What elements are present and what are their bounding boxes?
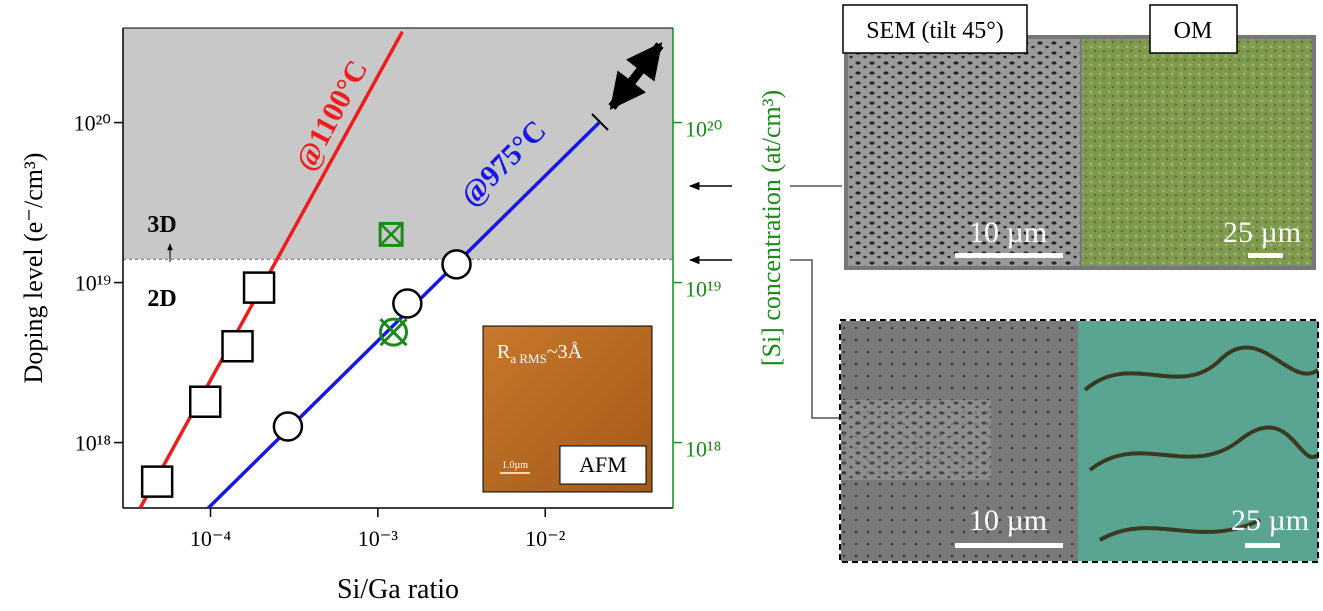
cross <box>379 222 404 247</box>
square-marker <box>221 329 254 363</box>
annotation: 3D <box>147 212 176 238</box>
x-tick-label: 10⁻² <box>525 526 566 551</box>
scale-bar <box>1245 543 1280 548</box>
label-box <box>842 4 1028 54</box>
afm-inset: Ra RMS~3Å 1.0µm AFM <box>482 325 653 493</box>
x-axis-label: Si/Ga ratio <box>337 574 459 605</box>
scale-bar <box>955 253 1063 258</box>
afm-sub: a RMS <box>510 351 546 366</box>
y2-tick-label: 10¹⁹ <box>685 277 722 302</box>
plot: 10⁻⁴ 10⁻³ 10⁻² 10¹⁸ 10¹⁹ 10²⁰ 10¹⁸ 10¹⁹ 10²⁰ Si/G… <box>19 27 786 605</box>
afm-label: AFM <box>579 452 627 477</box>
end-tick <box>591 113 609 131</box>
y2-tick-label: 10¹⁸ <box>685 437 721 462</box>
scale-bar <box>955 543 1063 548</box>
circle-marker <box>272 411 304 442</box>
annotation: 2D <box>147 286 176 312</box>
label-box <box>1149 4 1238 54</box>
scale-bar <box>1248 253 1283 258</box>
bottom-panel: 10 µm 25 µm <box>839 319 1320 563</box>
afm-r: R <box>497 341 511 363</box>
y-tick-label: 10¹⁸ <box>75 431 111 456</box>
afm-rest: ~3Å <box>547 341 583 363</box>
cross <box>379 318 408 347</box>
crossed-circle-marker <box>379 317 409 347</box>
sem-label: SEM (tilt 45°) <box>866 18 1004 44</box>
crossed-square-marker <box>378 221 404 247</box>
square-marker <box>242 271 276 304</box>
double-arrow <box>608 42 664 110</box>
om-cracks <box>1083 345 1320 542</box>
sem-image <box>848 39 1080 266</box>
circle-marker <box>441 249 472 280</box>
afm-roughness: Ra RMS~3Å <box>497 341 583 366</box>
x-tick-label: 10⁻³ <box>358 526 399 551</box>
fit-line <box>138 30 404 508</box>
square-marker <box>140 465 174 498</box>
shade <box>123 28 673 260</box>
scale-label: 10 µm <box>969 504 1047 537</box>
scale-label: 25 µm <box>1231 504 1309 537</box>
afm-box <box>559 445 647 485</box>
sem-texture <box>841 400 991 480</box>
square-marker <box>188 385 222 418</box>
y-tick-label: 10¹⁹ <box>75 271 112 296</box>
y-tick-label: 10²⁰ <box>74 111 112 136</box>
y2-axis-label: [Si] concentration (at/cm³) <box>757 90 786 366</box>
series-group <box>138 30 601 508</box>
x-tick-label: 10⁻⁴ <box>190 526 232 551</box>
top-panel: SEM (tilt 45°) OM 10 µm 25 µm <box>842 4 1316 270</box>
connector <box>790 259 840 419</box>
y2-tick-label: 10²⁰ <box>685 117 723 142</box>
om-image <box>1082 39 1312 266</box>
om-label: OM <box>1174 18 1213 44</box>
scale-label: 25 µm <box>1223 216 1301 249</box>
circle-marker <box>392 288 423 319</box>
scale-label: 10 µm <box>969 216 1047 249</box>
y-axis-label: Doping level (e⁻/cm³) <box>19 153 48 384</box>
afm-scale: 1.0µm <box>502 460 528 471</box>
